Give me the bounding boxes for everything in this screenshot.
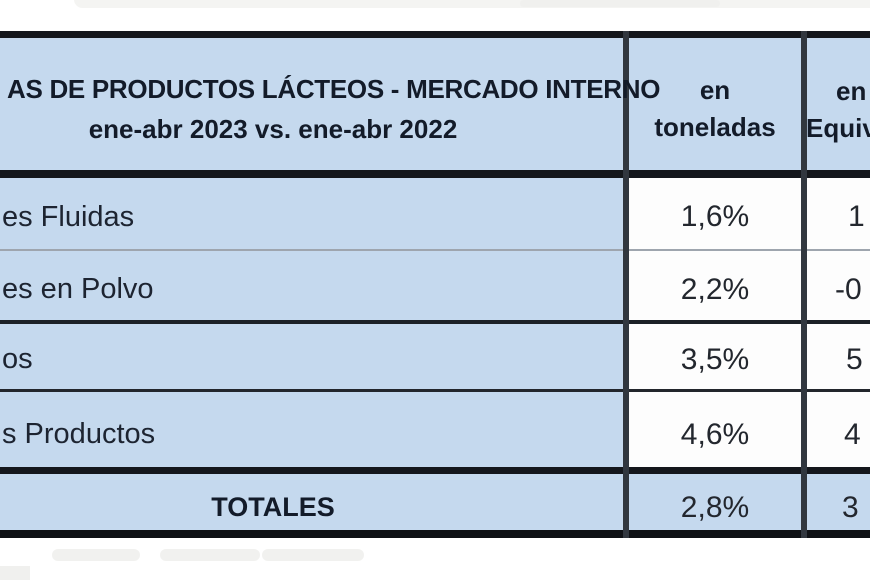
toneladas-value-row4: 4,6% [680,418,750,451]
equiv-value-row1: 1 [848,200,865,233]
row2-row3-divider [0,320,870,324]
faint-footnote-smudge [262,549,364,561]
row-label-otros-productos: s Productos [2,418,156,450]
totals-row-background [0,467,870,538]
totals-row-label: TOTALES [211,492,335,522]
toneladas-value-row1: 1,6% [680,200,750,233]
column-header-toneladas-line2: toneladas [654,112,776,142]
table-header-band [0,31,870,176]
row-label-quesos: os [2,343,33,375]
column2-column3-border [801,31,807,538]
column-header-toneladas: en toneladas [629,72,801,146]
toneladas-value-row3: 3,5% [680,343,750,376]
table-subtitle: ene-abr 2023 vs. ene-abr 2022 [88,114,458,144]
table-top-border [0,31,870,38]
faint-footnote-smudge [52,549,140,561]
column-header-equiv-line1: en [836,76,867,106]
row-label-leches-fluidas: es Fluidas [2,201,135,233]
row-label-leches-en-polvo: es en Polvo [2,273,154,305]
row1-row2-divider [0,249,870,251]
row3-row4-divider [0,389,870,392]
column1-column2-border [623,31,629,538]
equiv-value-row3: 5 [846,343,863,376]
toneladas-value-totals: 2,8% [680,491,750,524]
header-bottom-border [0,170,870,178]
toneladas-value-row2: 2,2% [680,273,750,306]
top-page-strip [74,0,870,8]
top-page-smudge [520,0,720,7]
equiv-value-row4: 4 [844,418,861,451]
equiv-value-row2: -0 [835,273,862,306]
column-header-toneladas-line1: en [699,75,731,105]
column-header-equiv-line2: Equiv [806,113,870,143]
table-bottom-border [0,530,870,538]
table-title: AS DE PRODUCTOS LÁCTEOS - MERCADO INTERN… [7,74,661,104]
bottom-left-corner-patch [0,566,30,580]
faint-footnote-smudge [160,549,260,561]
equiv-value-totals: 3 [842,491,859,524]
totals-top-border [0,467,870,474]
